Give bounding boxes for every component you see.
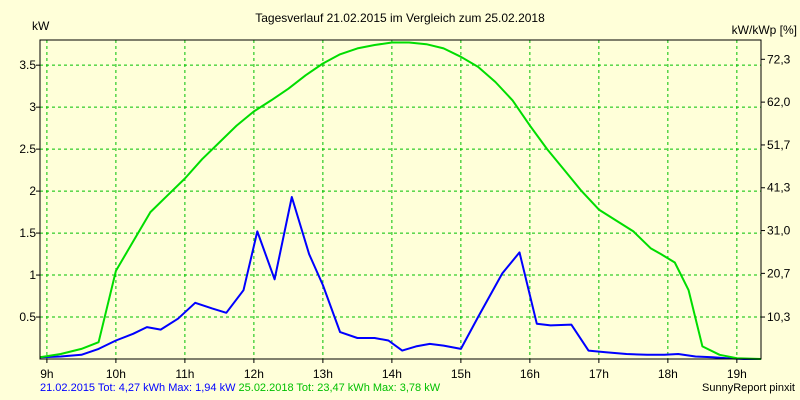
x-tick-label: 12h bbox=[244, 367, 264, 381]
footer-brand: SunnyReport pinxit bbox=[702, 382, 795, 394]
series2-summary: 25.02.2018 Tot: 23,47 kWh Max: 3,78 kW bbox=[235, 382, 441, 394]
series1-summary: 21.02.2015 Tot: 4,27 kWh Max: 1,94 kW bbox=[40, 382, 236, 394]
y-tick-label-right: 31,0 bbox=[767, 224, 791, 238]
plot-background bbox=[40, 40, 761, 359]
chart-title: Tagesverlauf 21.02.2015 im Vergleich zum… bbox=[255, 11, 545, 25]
x-tick-label: 15h bbox=[451, 367, 471, 381]
x-tick-label: 14h bbox=[382, 367, 402, 381]
x-tick-label: 18h bbox=[658, 367, 678, 381]
y-tick-label-left: 2 bbox=[29, 184, 36, 198]
y-axis-label-left: kW bbox=[32, 19, 50, 33]
x-tick-label: 19h bbox=[727, 367, 747, 381]
y-tick-label-right: 41,3 bbox=[767, 181, 791, 195]
y-tick-label-left: 3 bbox=[29, 100, 36, 114]
x-tick-label: 16h bbox=[520, 367, 540, 381]
x-tick-label: 17h bbox=[589, 367, 609, 381]
y-tick-label-left: 0.5 bbox=[19, 310, 36, 324]
y-tick-label-left: 3.5 bbox=[19, 58, 36, 72]
y-tick-label-left: 1 bbox=[29, 268, 36, 282]
y-tick-label-right: 72,3 bbox=[767, 52, 791, 66]
y-tick-label-right: 51,7 bbox=[767, 138, 791, 152]
series-line-1 bbox=[39, 196, 761, 360]
y-tick-label-right: 62,0 bbox=[767, 95, 791, 109]
grid bbox=[40, 40, 761, 359]
footer-summary: 21.02.2015 Tot: 4,27 kWh Max: 1,94 kW 25… bbox=[40, 382, 440, 394]
x-tick-label: 9h bbox=[40, 367, 53, 381]
ticks: 9h 10h 11h 12h 13h 14h 15h 16h 17h 18h 19h 0.5 1 1.5 2… bbox=[19, 52, 790, 381]
series-layer bbox=[39, 41, 762, 360]
y-tick-label-left: 1.5 bbox=[19, 226, 36, 240]
x-tick-label: 10h bbox=[106, 367, 126, 381]
y-axis-label-right: kW/kWp [%] bbox=[732, 23, 797, 37]
x-tick-label: 11h bbox=[175, 367, 194, 381]
y-tick-label-left: 2.5 bbox=[19, 142, 36, 156]
y-tick-label-right: 20,7 bbox=[767, 266, 791, 280]
series-line-2 bbox=[39, 41, 762, 360]
y-tick-label-right: 10,3 bbox=[767, 310, 791, 324]
plot-frame bbox=[39, 39, 762, 360]
x-tick-label: 13h bbox=[313, 367, 333, 381]
